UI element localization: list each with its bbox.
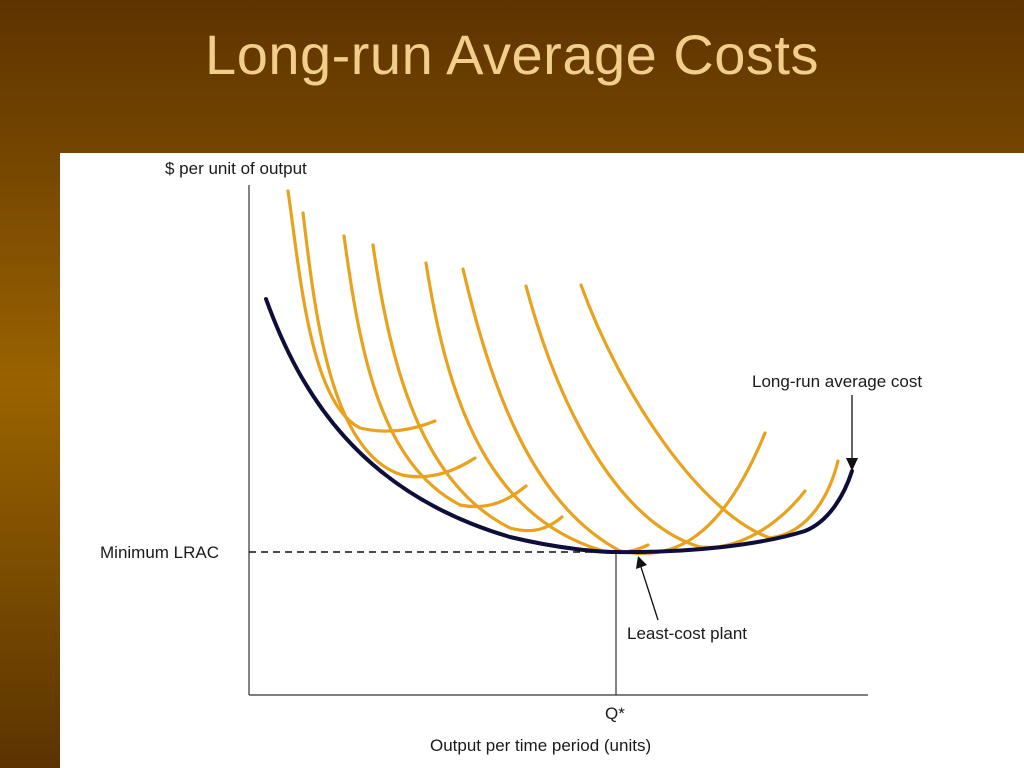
sac-curve-6: [461, 267, 767, 555]
diagram-panel: $ per unit of output Output per time per…: [60, 153, 1024, 768]
sac-curve-4: [371, 243, 564, 533]
least-cost-arrow: [636, 556, 659, 621]
x-axis-label: Output per time period (units): [430, 736, 651, 755]
sac-curve-5: [424, 261, 650, 554]
least-cost-plant-label: Least-cost plant: [627, 624, 747, 643]
lrac-label: Long-run average cost: [752, 372, 922, 391]
q-star-label: Q*: [605, 704, 625, 723]
lrac-curve: [264, 297, 854, 555]
slide-title: Long-run Average Costs: [205, 23, 819, 86]
sac-curve-8: [579, 283, 840, 540]
sac-curve-1: [286, 189, 437, 433]
lrac-arrow: [846, 395, 858, 471]
min-lrac-label: Minimum LRAC: [100, 543, 219, 562]
sac-curve-3: [342, 234, 528, 509]
sac-curve-7: [524, 284, 807, 549]
sac-curve-2: [301, 211, 477, 479]
lrac-diagram: $ per unit of output Output per time per…: [100, 159, 922, 755]
y-axis-label: $ per unit of output: [165, 159, 307, 178]
